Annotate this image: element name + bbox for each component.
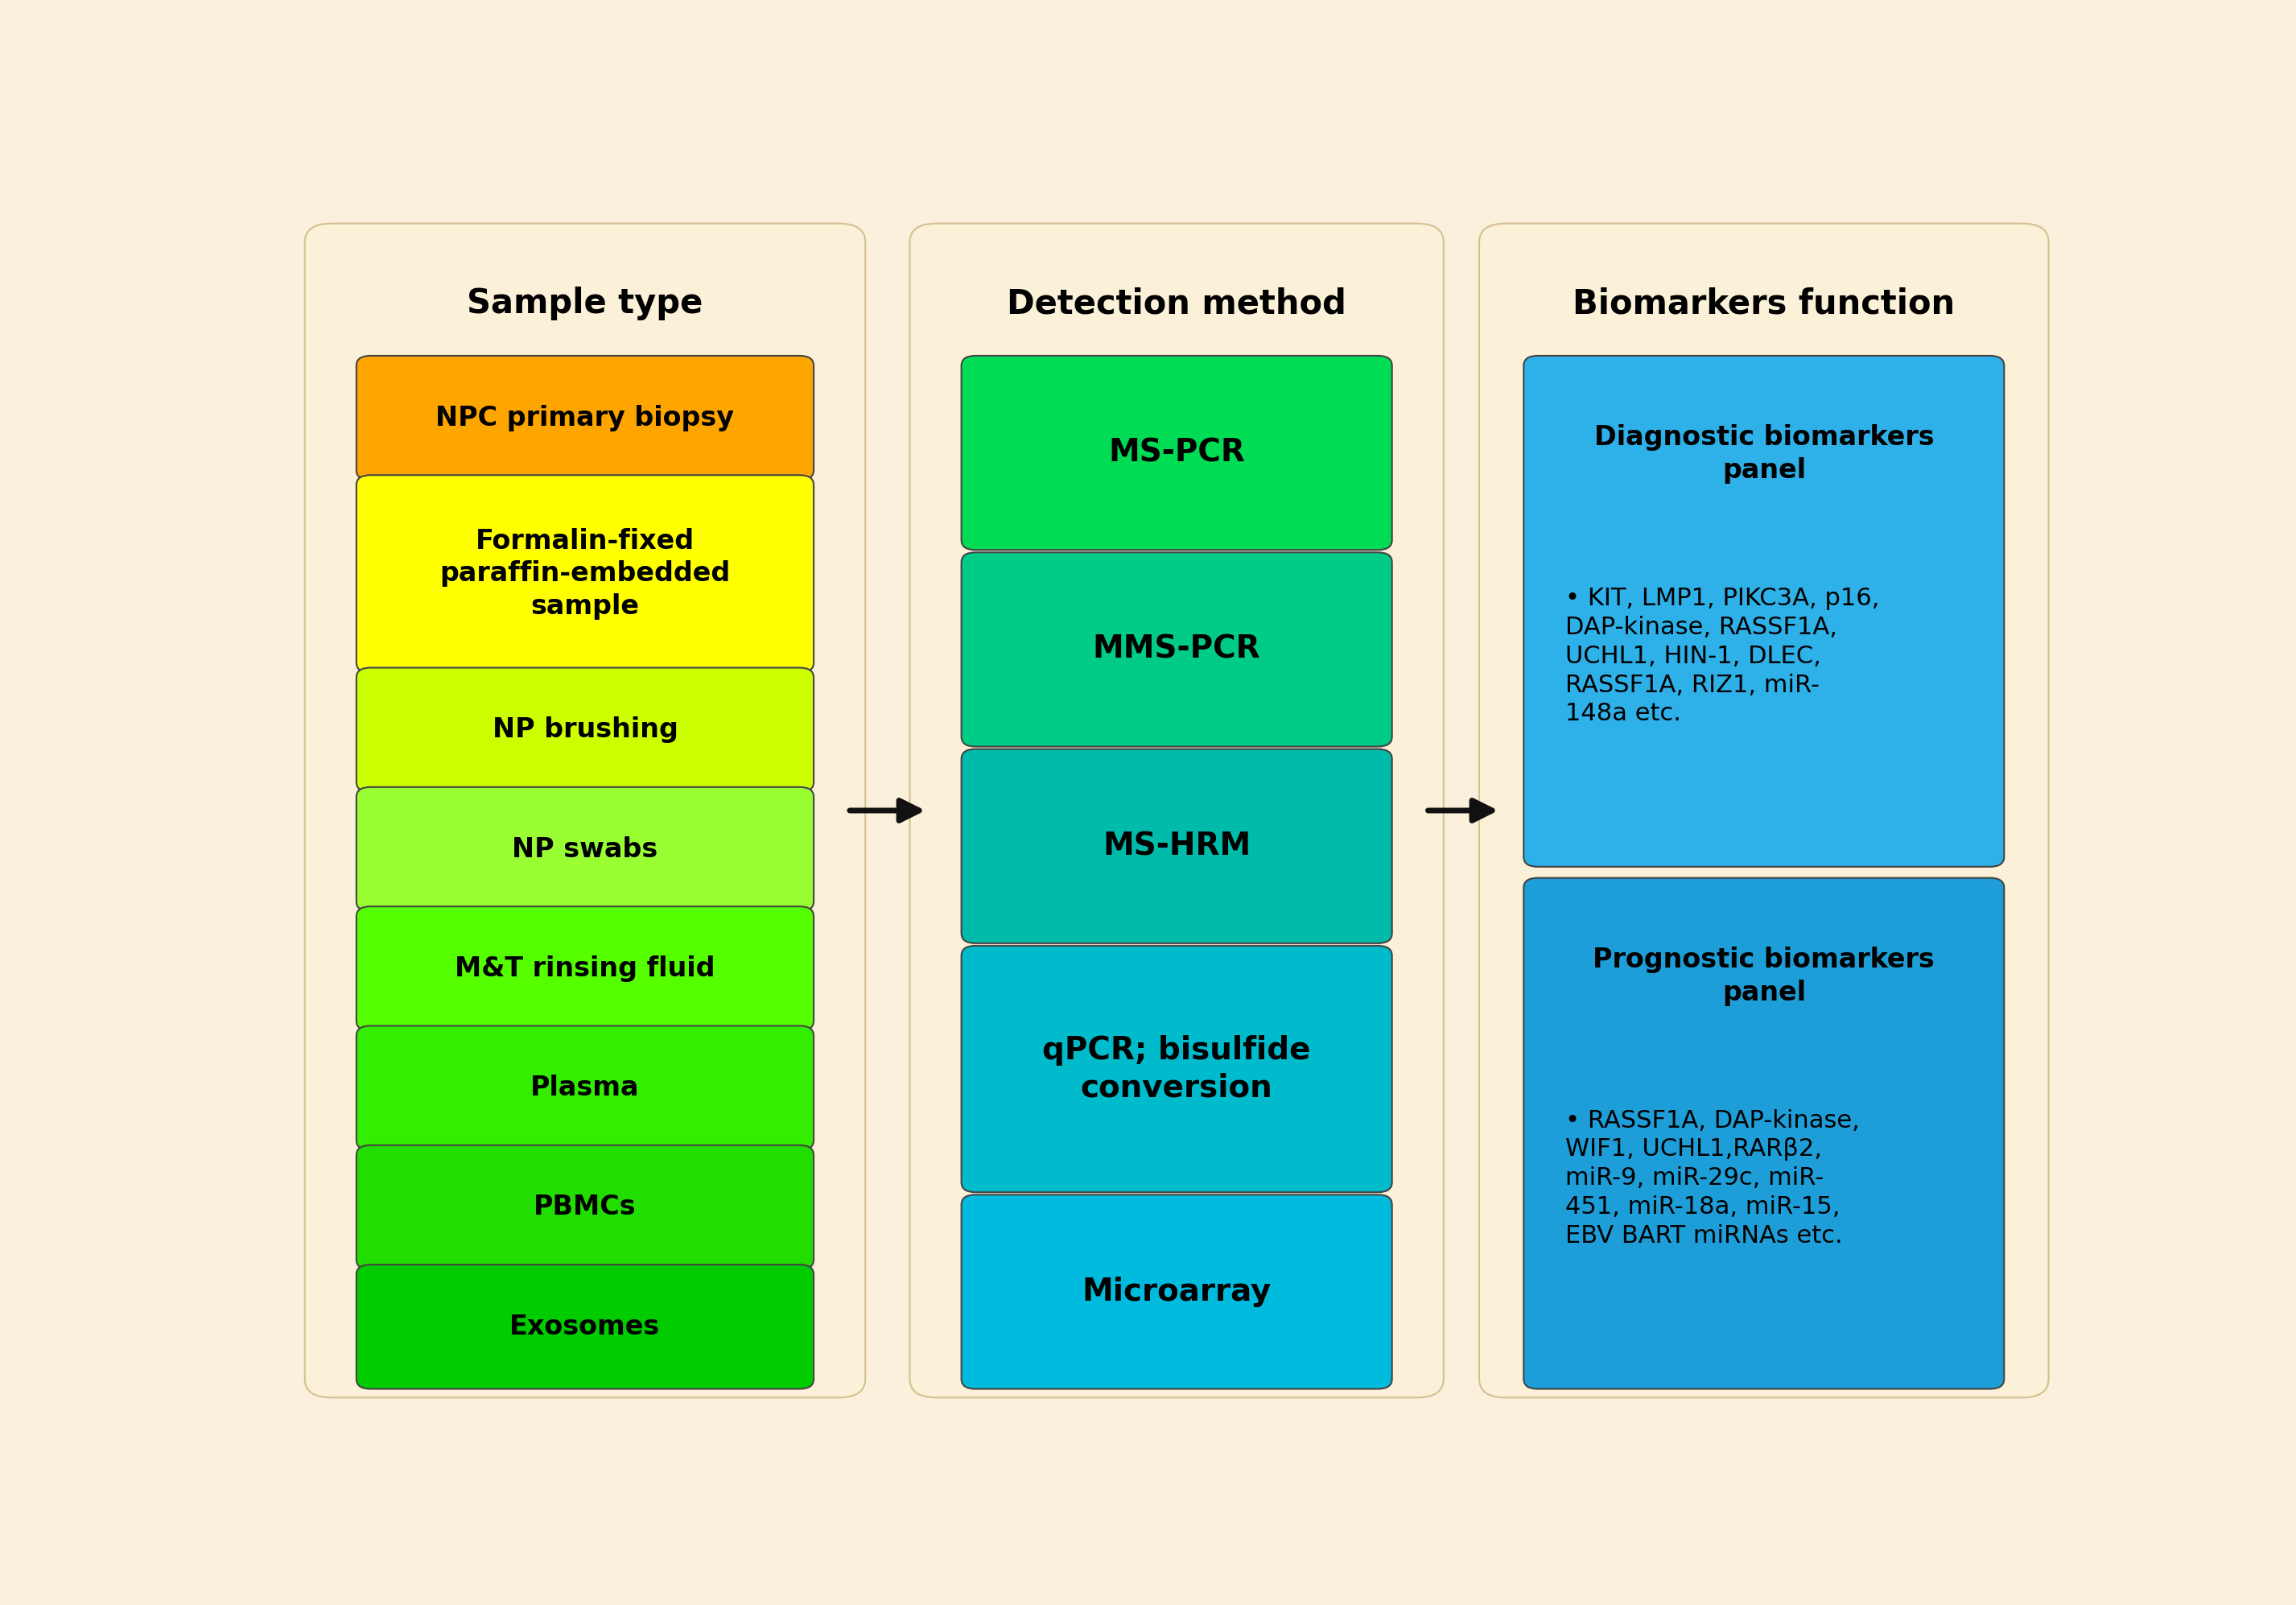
FancyBboxPatch shape [962,750,1391,944]
FancyBboxPatch shape [1479,223,2048,1398]
Text: PBMCs: PBMCs [533,1194,636,1221]
FancyBboxPatch shape [962,356,1391,551]
Text: • KIT, LMP1, PIKC3A, p16,
DAP-kinase, RASSF1A,
UCHL1, HIN-1, DLEC,
RASSF1A, RIZ1: • KIT, LMP1, PIKC3A, p16, DAP-kinase, RA… [1566,587,1878,725]
FancyBboxPatch shape [305,223,866,1398]
Text: Biomarkers function: Biomarkers function [1573,287,1956,321]
Text: MS-HRM: MS-HRM [1102,831,1251,862]
Text: Microarray: Microarray [1081,1276,1272,1306]
FancyBboxPatch shape [962,1194,1391,1388]
FancyBboxPatch shape [356,356,813,480]
Text: qPCR; bisulfide
conversion: qPCR; bisulfide conversion [1042,1035,1311,1103]
FancyBboxPatch shape [1525,356,2004,867]
Text: • RASSF1A, DAP-kinase,
WIF1, UCHL1,RARβ2,
miR-9, miR-29c, miR-
451, miR-18a, miR: • RASSF1A, DAP-kinase, WIF1, UCHL1,RARβ2… [1566,1109,1860,1247]
Text: NP brushing: NP brushing [491,716,677,743]
FancyBboxPatch shape [356,907,813,1030]
FancyBboxPatch shape [1525,878,2004,1388]
Text: Formalin-fixed
paraffin-embedded
sample: Formalin-fixed paraffin-embedded sample [441,528,730,620]
FancyBboxPatch shape [962,945,1391,1193]
FancyBboxPatch shape [909,223,1444,1398]
Text: MS-PCR: MS-PCR [1109,438,1244,469]
Text: NP swabs: NP swabs [512,836,659,862]
FancyBboxPatch shape [356,1265,813,1388]
FancyBboxPatch shape [962,552,1391,746]
Text: NPC primary biopsy: NPC primary biopsy [436,404,735,432]
FancyBboxPatch shape [356,1146,813,1270]
Text: Plasma: Plasma [530,1075,641,1101]
Text: Exosomes: Exosomes [510,1313,661,1340]
FancyBboxPatch shape [356,668,813,791]
Text: Sample type: Sample type [466,287,703,321]
Text: Detection method: Detection method [1008,287,1345,321]
Text: MMS-PCR: MMS-PCR [1093,634,1261,664]
Text: Diagnostic biomarkers
panel: Diagnostic biomarkers panel [1593,424,1933,483]
Text: M&T rinsing fluid: M&T rinsing fluid [455,955,716,982]
FancyBboxPatch shape [356,786,813,912]
FancyBboxPatch shape [356,1026,813,1151]
FancyBboxPatch shape [356,475,813,672]
Text: Prognostic biomarkers
panel: Prognostic biomarkers panel [1593,947,1936,1006]
